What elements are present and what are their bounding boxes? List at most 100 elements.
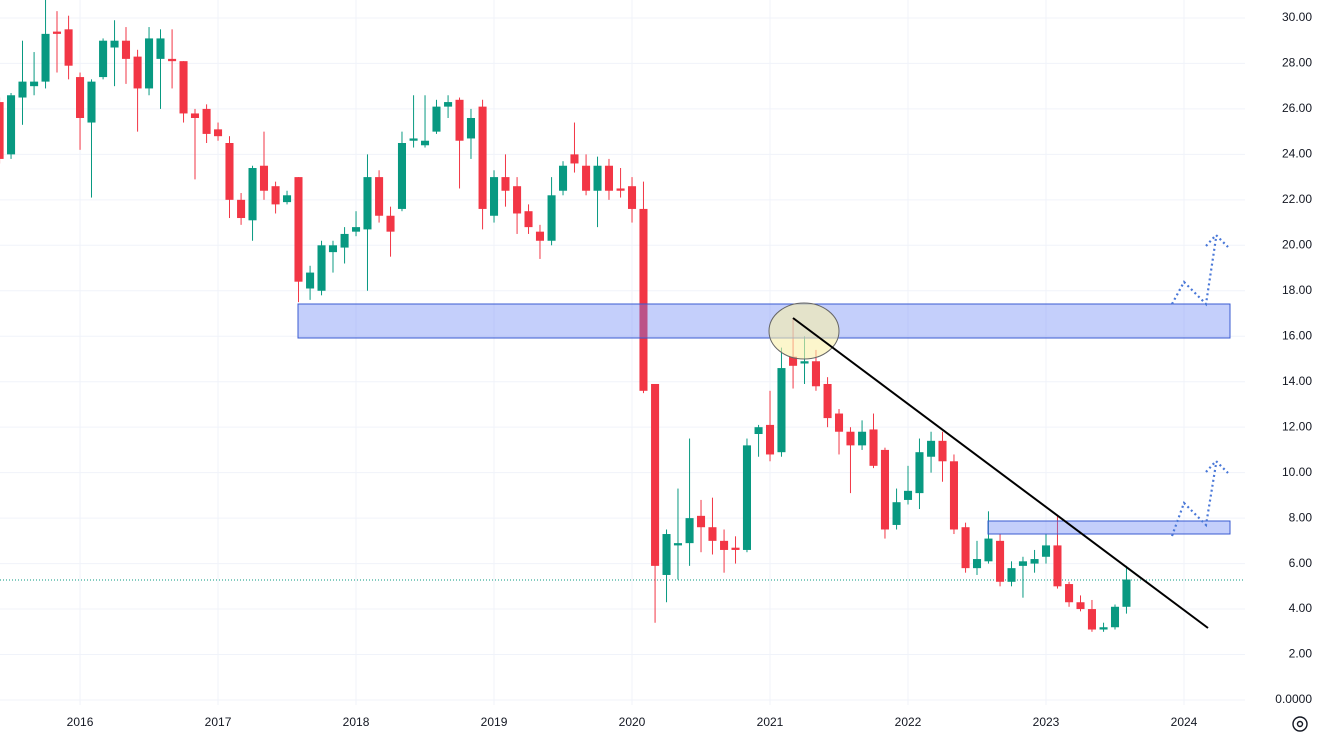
candle-body	[1099, 627, 1108, 630]
candle-body	[535, 231, 545, 241]
candle-body	[754, 427, 763, 435]
candle-body	[720, 540, 729, 550]
candle-body	[869, 429, 878, 466]
candle-body	[823, 383, 832, 419]
candle-body	[789, 356, 798, 366]
candle-body	[375, 177, 384, 216]
candle-body	[777, 368, 786, 453]
candle-body	[99, 40, 108, 78]
candle-body	[651, 383, 660, 566]
candle-body	[271, 186, 280, 205]
y-tick-label: 22.00	[1282, 192, 1312, 206]
settings-icon[interactable]	[1292, 716, 1308, 732]
candle-body	[616, 188, 625, 191]
candle-body	[1018, 561, 1027, 566]
candle-body	[397, 143, 407, 209]
candle-body	[340, 233, 349, 248]
candle-body	[604, 165, 614, 191]
candle-body	[455, 99, 464, 141]
candle-body	[190, 113, 200, 118]
settings-icon-core[interactable]	[1296, 720, 1304, 728]
candle-body	[478, 106, 487, 209]
candle-body	[409, 138, 418, 141]
candle-body	[1053, 545, 1062, 587]
x-tick-label: 2017	[205, 715, 232, 729]
candle-body	[639, 208, 648, 391]
candle-body	[915, 452, 924, 494]
candle-body	[1030, 559, 1039, 564]
y-tick-label: 16.00	[1282, 328, 1312, 342]
candle-body	[145, 38, 154, 89]
candle-body	[386, 215, 395, 232]
x-tick-label: 2018	[343, 715, 370, 729]
candle-body	[1110, 606, 1120, 628]
candle-body	[352, 227, 361, 232]
candle-body	[880, 449, 889, 530]
settings-button[interactable]	[1292, 716, 1308, 732]
y-tick-label: 26.00	[1282, 101, 1312, 115]
x-tick-label: 2024	[1171, 715, 1198, 729]
highlight-ellipse	[768, 302, 840, 360]
candle-body	[18, 81, 27, 98]
candle-body	[1122, 579, 1131, 607]
candle-body	[41, 33, 50, 82]
projection-arrow	[1170, 459, 1229, 537]
candle-body	[259, 165, 269, 191]
candle-body	[168, 58, 177, 62]
candle-body	[547, 195, 556, 241]
candle-body	[984, 538, 993, 562]
candle-body	[662, 534, 671, 575]
candle-body	[765, 424, 775, 455]
candle-body	[317, 245, 326, 291]
x-tick-label: 2021	[757, 715, 784, 729]
candle-body	[1041, 545, 1051, 557]
candle-body	[306, 272, 315, 289]
y-tick-label: 20.00	[1282, 237, 1312, 251]
candle-body	[811, 361, 820, 387]
candle-body	[938, 440, 947, 462]
y-tick-label: 30.00	[1282, 10, 1312, 24]
candle-body	[225, 143, 234, 200]
candle-body	[421, 140, 430, 146]
candle-body	[846, 431, 855, 446]
candle-body	[708, 527, 717, 541]
candle-body	[742, 445, 751, 550]
candle-body	[996, 540, 1005, 582]
projection-arrow	[1171, 233, 1229, 307]
candle-body	[490, 177, 499, 216]
candle-body	[237, 199, 246, 219]
x-tick-label: 2020	[619, 715, 646, 729]
candle-body	[64, 29, 73, 66]
candle-body	[248, 168, 257, 221]
grid-layer	[0, 0, 1245, 705]
candle-body	[834, 413, 844, 432]
y-tick-label: 10.00	[1282, 465, 1312, 479]
candle-body	[444, 102, 453, 107]
candle-body	[121, 40, 131, 59]
candle-body	[30, 81, 39, 87]
y-tick-label: 14.00	[1282, 374, 1312, 388]
axes-layer: 0.0000 2.00 4.00 6.00 8.00 10.00 12.00 14.00 16.…	[67, 10, 1313, 729]
candle-body	[76, 77, 85, 118]
candle-body	[1076, 602, 1085, 610]
candle-body	[582, 165, 591, 191]
candle-body	[949, 461, 958, 530]
candle-body	[432, 106, 441, 132]
candle-body	[501, 177, 510, 191]
candle-body	[87, 81, 96, 123]
candle-body	[696, 515, 706, 528]
candle-body	[685, 518, 694, 544]
candle-body	[179, 61, 188, 114]
candle-body	[7, 95, 16, 155]
zone	[987, 520, 1231, 535]
y-tick-label: 12.00	[1282, 419, 1312, 433]
candle-body	[110, 40, 119, 48]
candle-body	[972, 559, 982, 569]
candle-body	[627, 186, 637, 209]
candle-body	[731, 547, 740, 550]
candle-body	[524, 211, 533, 228]
candle-body	[202, 108, 211, 134]
candle-body	[328, 245, 338, 253]
